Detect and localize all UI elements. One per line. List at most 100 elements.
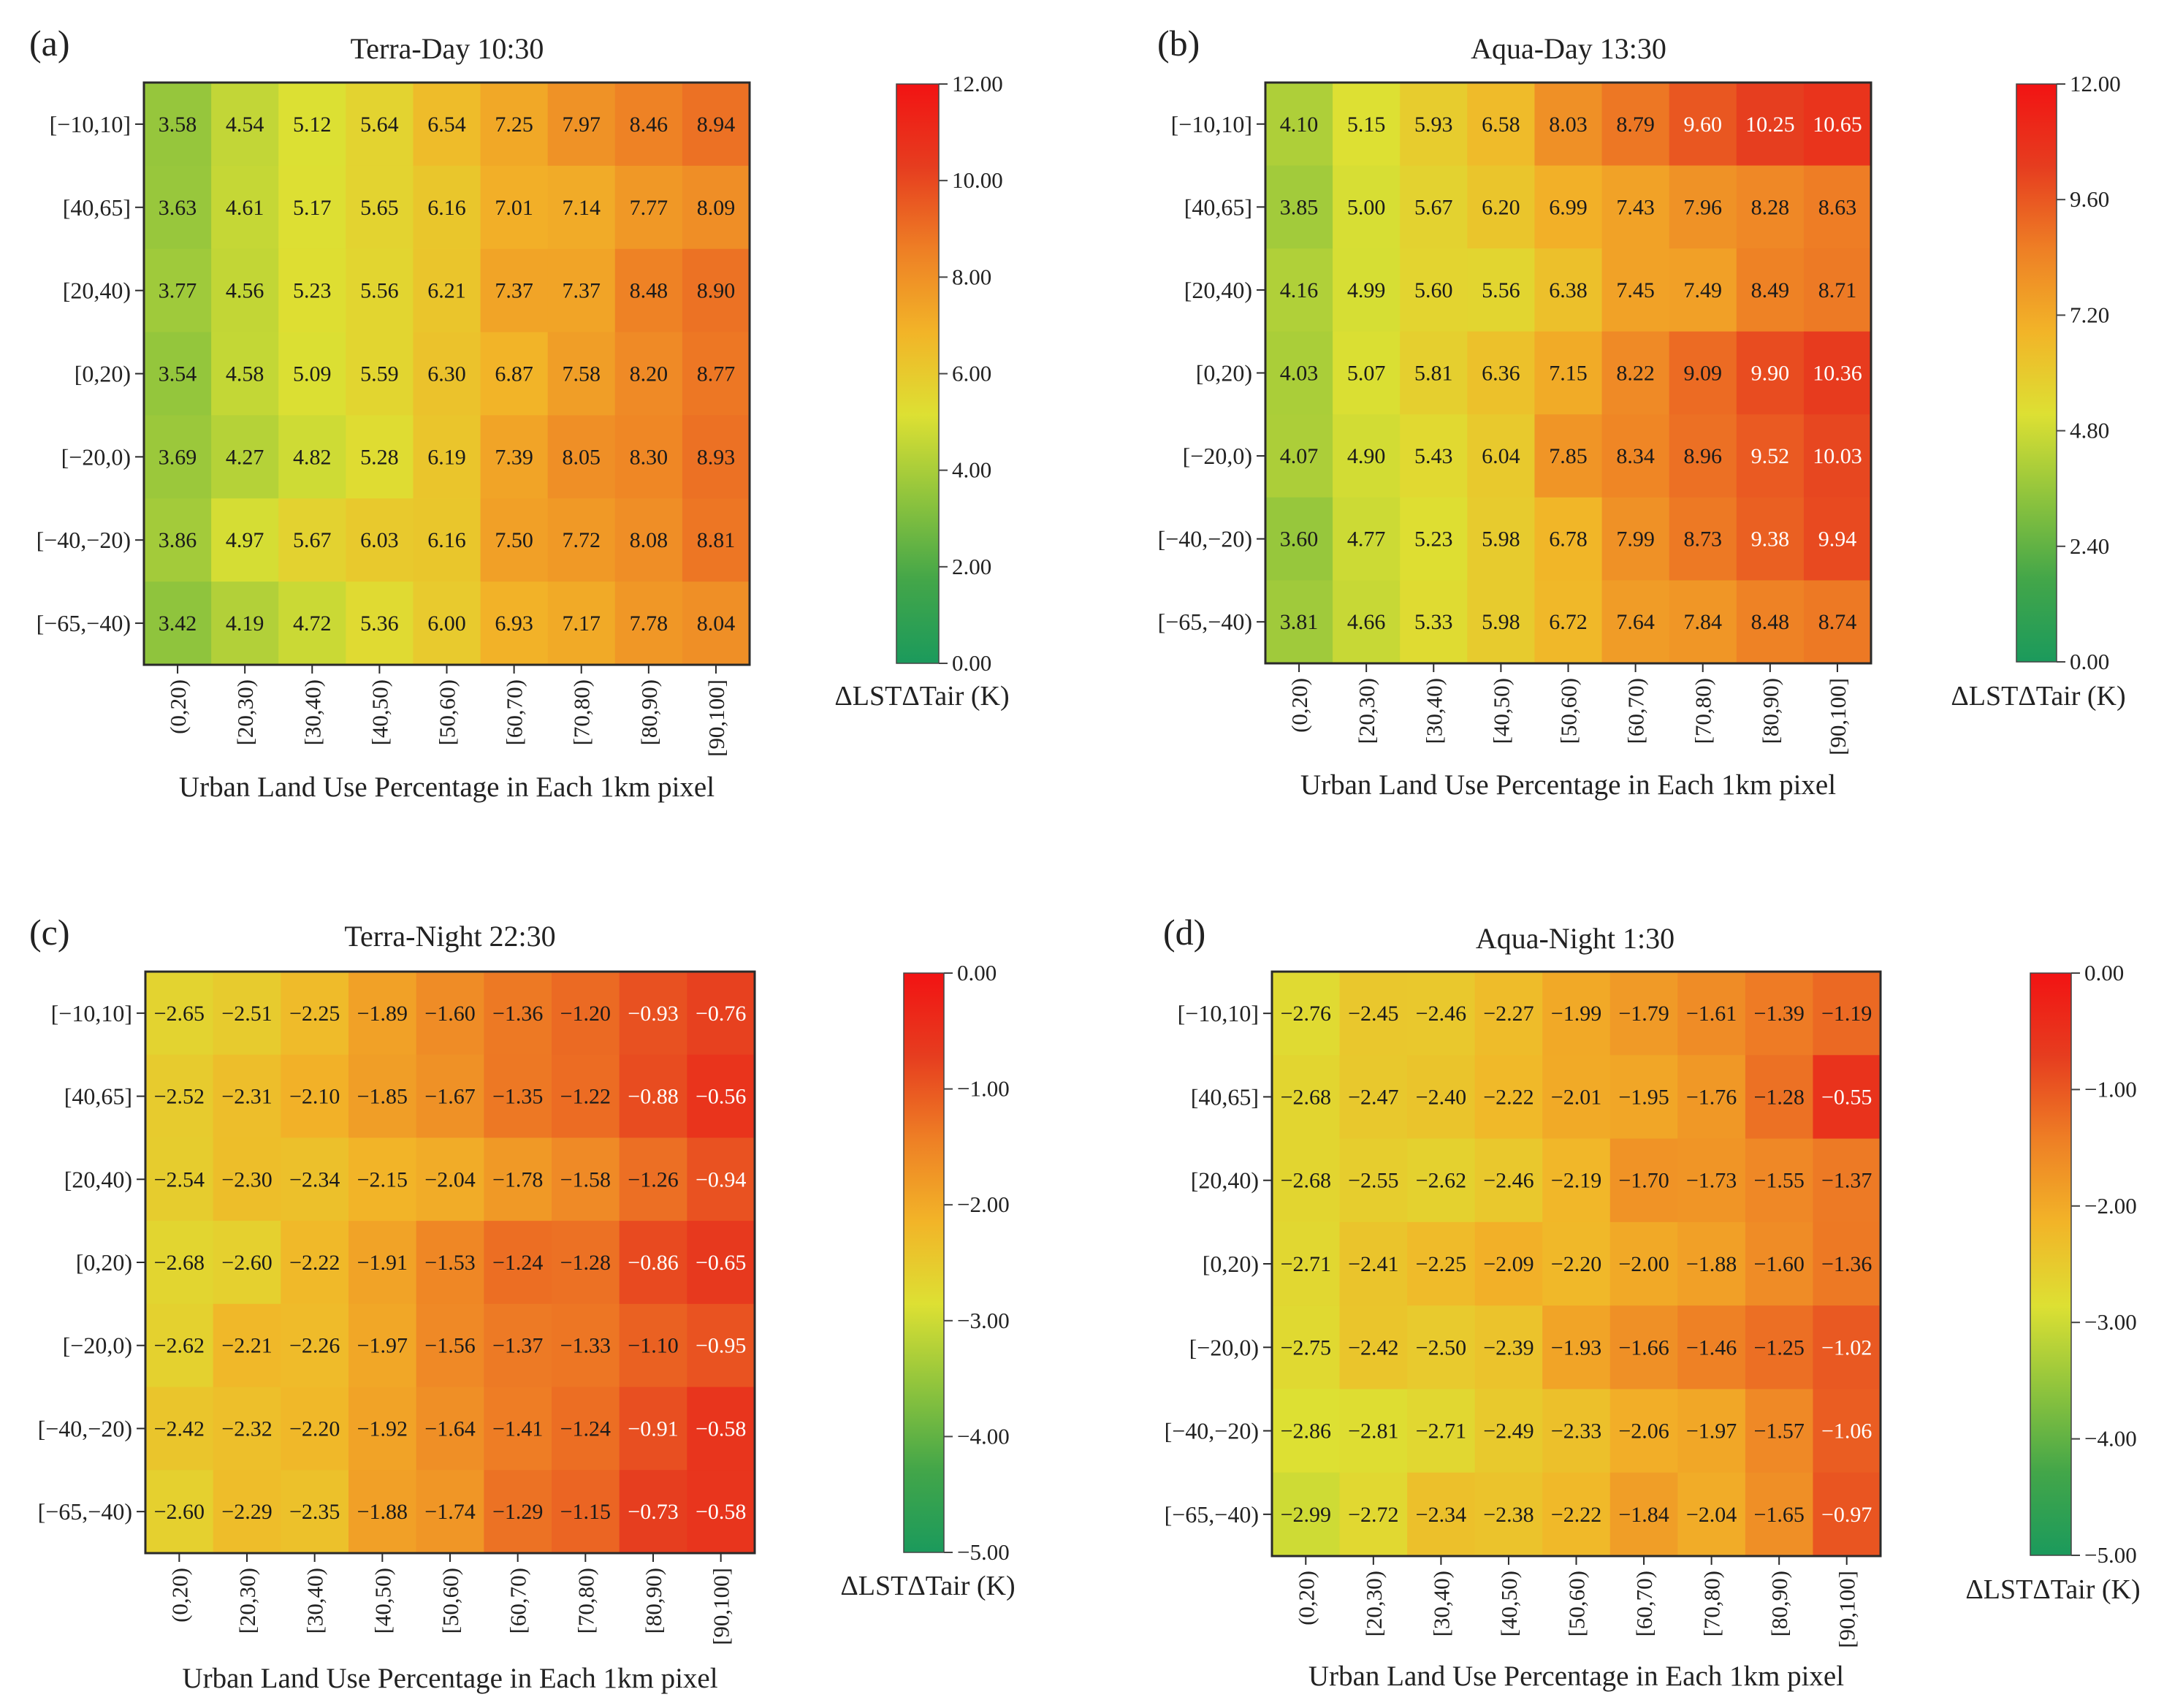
colorbar-tick-label: 2.00 [952, 554, 991, 579]
heatmap-cell [1407, 1138, 1476, 1223]
heatmap-cell [348, 972, 417, 1056]
cell-value-label: −2.68 [1281, 1169, 1331, 1193]
y-tick-label: [−20,0) [61, 443, 131, 470]
colorbar-tick-label: 6.00 [952, 361, 991, 386]
colorbar-tick-label: −2.00 [957, 1192, 1010, 1217]
cell-value-label: 3.77 [159, 279, 197, 303]
heatmap-cell [1736, 248, 1805, 332]
heatmap-cell [480, 248, 549, 333]
heatmap-cell [213, 1137, 281, 1221]
cell-value-label: −1.25 [1753, 1335, 1804, 1360]
heatmap-cell [614, 83, 683, 167]
colorbar-tick-label: −4.00 [2084, 1426, 2137, 1452]
cell-value-label: 5.56 [360, 279, 399, 303]
heatmap-cell [1339, 972, 1408, 1056]
colorbar-tick-label: 0.00 [2070, 649, 2109, 674]
cell-value-label: 5.67 [1414, 195, 1453, 219]
heatmap-cell [1745, 1305, 1814, 1390]
heatmap-cell [1339, 1389, 1408, 1473]
heatmap-cell [1474, 1221, 1543, 1306]
cell-value-label: 7.50 [495, 528, 533, 552]
cell-value-label: −0.97 [1821, 1503, 1872, 1527]
colorbar-tick-label: −1.00 [2084, 1076, 2137, 1102]
heatmap-cell [1400, 165, 1468, 249]
cell-value-label: −1.89 [357, 1002, 408, 1026]
heatmap-cell [1736, 580, 1805, 664]
cell-value-label: −2.04 [424, 1167, 475, 1192]
cell-value-label: −2.41 [1348, 1252, 1398, 1276]
heatmap-cell [1339, 1305, 1408, 1390]
cell-value-label: 6.87 [495, 362, 533, 386]
heatmap-cell [1803, 165, 1872, 249]
heatmap-cell [687, 972, 755, 1056]
heatmap-cell [547, 415, 616, 499]
heatmap-cell [1339, 1221, 1408, 1306]
y-tick-label: [−10,10] [1178, 1000, 1259, 1026]
cell-value-label: 5.12 [293, 113, 332, 137]
cell-value-label: −0.86 [628, 1251, 678, 1275]
cell-value-label: 8.09 [697, 196, 736, 220]
cell-value-label: 8.49 [1751, 278, 1790, 302]
cell-value-label: 5.98 [1482, 527, 1520, 552]
heatmap-cell [144, 165, 212, 250]
cell-value-label: 8.73 [1683, 527, 1722, 552]
heatmap-cell [1339, 1472, 1408, 1557]
heatmap-cell [547, 248, 616, 333]
colorbar-tick-label: −5.00 [2084, 1542, 2137, 1568]
heatmap-cell [1467, 497, 1536, 582]
heatmap-cell [348, 1137, 417, 1221]
cell-value-label: 10.25 [1745, 113, 1795, 137]
cell-value-label: 8.08 [630, 528, 668, 552]
cell-value-label: 3.85 [1280, 195, 1319, 219]
cell-value-label: 6.19 [427, 445, 466, 469]
x-axis-label: Urban Land Use Percentage in Each 1km pi… [1308, 1661, 1844, 1692]
heatmap-cell [1333, 580, 1401, 664]
cell-value-label: −1.95 [1618, 1085, 1669, 1109]
cell-value-label: 4.56 [226, 279, 264, 303]
heatmap-cell [416, 1137, 484, 1221]
heatmap-cell [484, 1470, 552, 1554]
cell-value-label: −2.45 [1348, 1002, 1398, 1026]
heatmap-cell [1601, 248, 1670, 332]
heatmap-cell [1601, 497, 1670, 582]
heatmap-cell [278, 415, 346, 499]
heatmap-cell [1400, 497, 1468, 582]
panel-label: (c) [29, 912, 70, 953]
colorbar [2016, 84, 2057, 662]
heatmap-cell [619, 1387, 687, 1471]
cell-value-label: 8.22 [1616, 362, 1655, 386]
cell-value-label: 7.37 [495, 279, 533, 303]
cell-value-label: 6.72 [1549, 610, 1588, 634]
cell-value-label: 4.19 [226, 611, 264, 636]
heatmap-cell [552, 1221, 620, 1305]
heatmap-cell [1813, 1305, 1881, 1390]
cell-value-label: 7.43 [1616, 195, 1655, 219]
cell-value-label: −2.81 [1348, 1419, 1398, 1444]
cell-value-label: 4.58 [226, 362, 264, 386]
cell-value-label: −2.71 [1416, 1419, 1466, 1444]
heatmap-cell [211, 165, 279, 250]
cell-value-label: −1.02 [1821, 1335, 1872, 1360]
heatmap-cell [682, 332, 750, 416]
heatmap-cell [1745, 1389, 1814, 1473]
heatmap-cell [682, 415, 750, 499]
heatmap-cell [1333, 165, 1401, 249]
heatmap-cell [144, 415, 212, 499]
heatmap-cell [211, 582, 279, 666]
cell-value-label: −1.28 [1753, 1085, 1804, 1109]
heatmap-cell [1669, 497, 1737, 582]
colorbar-tick-label: 0.00 [952, 650, 991, 676]
cell-value-label: 9.94 [1818, 527, 1857, 552]
heatmap-cell [1677, 1472, 1746, 1557]
cell-value-label: −2.22 [1483, 1085, 1534, 1109]
x-tick-label: [70,80) [1699, 1571, 1725, 1636]
cell-value-label: 5.23 [293, 279, 332, 303]
heatmap-cell [1534, 414, 1603, 498]
heatmap-cell [144, 498, 212, 582]
heatmap-cell [145, 1054, 214, 1139]
heatmap-cell [1265, 83, 1333, 167]
heatmap-cell [552, 1303, 620, 1388]
heatmap-cell [1542, 1221, 1611, 1306]
heatmap-cell [687, 1221, 755, 1305]
colorbar [2030, 973, 2071, 1555]
